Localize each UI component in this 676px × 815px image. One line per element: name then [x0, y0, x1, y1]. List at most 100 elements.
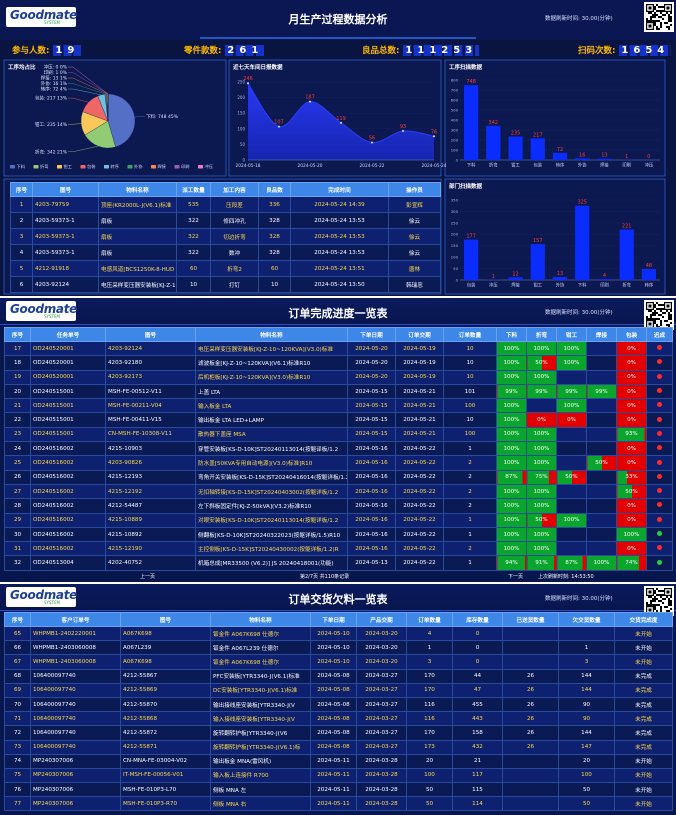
x-tick-label: 下料 [578, 282, 587, 289]
cell: 2024-05-21 [395, 398, 444, 414]
legend-label: 转序 [111, 163, 119, 170]
status-dot [657, 359, 662, 365]
qr-module [658, 304, 660, 306]
progress-cell: 100% [556, 355, 587, 371]
table-row: 26 OD240516002 4215-12193 弯角开关安装板[KS-D-15K]… [4, 469, 673, 485]
cell: 2024-05-19 [395, 355, 444, 371]
column-header: 完成时间 [290, 182, 389, 197]
progress-cell: 100% [526, 455, 557, 471]
qr-module [660, 12, 662, 14]
cell: 旋转翻转护板[YTR3340-J(V6.1)标 [210, 739, 311, 755]
qr-module [646, 20, 648, 22]
cell: 2024-03-27 [356, 711, 407, 727]
progress-cell: 74% [616, 555, 647, 571]
status-cell [646, 469, 673, 485]
header-band [0, 0, 676, 40]
table-row: 67 WHPMB1-2403060008 A067K698 钣金件 A067K698 … [4, 654, 673, 670]
qr-module [652, 318, 654, 320]
cell: 73 [4, 739, 31, 755]
status-cell [646, 369, 673, 385]
qr-module [654, 604, 656, 606]
qr-module [668, 316, 670, 318]
progress-cell: 100% [496, 541, 527, 557]
cell: 输出板金 LTA LED+LAMP [195, 412, 348, 428]
cell: 左下斜板固定件[KJ-Z-50kVA](V3.2)标准R10 [195, 498, 348, 514]
cell: 2024-03-27 [356, 696, 407, 713]
x-tick-label: 转序 [556, 162, 565, 169]
bar-label: 748 [466, 79, 476, 85]
qr-module [648, 12, 650, 14]
cell: 106400097740 [30, 725, 121, 741]
progress-cell: 100% [496, 441, 527, 457]
cell: 26 [502, 696, 559, 713]
cell: MP240307006 [30, 753, 121, 769]
qr-module [668, 26, 670, 28]
qr-module [654, 318, 656, 320]
column-header: 订单数量 [443, 327, 497, 342]
cell: 29 [4, 512, 31, 528]
point-label: 119 [336, 116, 346, 122]
label-leader [68, 145, 99, 152]
progress-cell: 0% [616, 355, 647, 371]
cell: 2024-03-27 [356, 725, 407, 741]
qr-module [666, 320, 668, 322]
bar [464, 85, 479, 160]
cell: 2024-05-22 [395, 483, 444, 500]
cell: 4 [406, 625, 453, 642]
cell: 170 [406, 725, 453, 741]
progress-cell [586, 398, 617, 414]
cell: 26 [502, 711, 559, 727]
qr-module [660, 596, 662, 598]
progress-cell: 100% [526, 369, 557, 385]
point-label: 93 [400, 124, 406, 130]
status-dot [657, 559, 662, 565]
cell: 电感风道[BCS1250K-8-HUD [98, 260, 177, 277]
bar-label: 342 [489, 120, 499, 126]
pagination-text: 下一页 [508, 574, 524, 580]
x-tick-label: 印刷 [600, 282, 609, 289]
cell: 未开始 [614, 796, 673, 812]
cell: 2024-05-08 [310, 696, 357, 713]
cell: 2024-05-10 [310, 640, 357, 656]
cell: 4212-55867 [120, 668, 211, 684]
qr-module [670, 318, 672, 320]
qr-module [660, 314, 662, 316]
status-dot [657, 373, 662, 379]
cell: 10 [443, 340, 497, 357]
bar-label: 72 [557, 147, 563, 153]
table-row: 21 OD240515001 MSH-FE-00211-V04 输入板金 LTA 202… [4, 398, 673, 414]
progress-cell [586, 369, 617, 385]
progress-cell: 0% [556, 412, 587, 428]
legend-label: 外协 [134, 163, 143, 170]
cell: 2024-03-20 [356, 654, 407, 670]
y-tick-label: 100 [451, 255, 459, 260]
x-tick-label: 下料 [467, 162, 476, 169]
cell [502, 753, 559, 769]
x-tick-label: 冲压 [645, 162, 654, 169]
cell: 旋转翻转护板[YTR3340-J(V6 [210, 725, 311, 741]
qr-module [660, 600, 662, 602]
table-row: 74 MP240307006 CN-MNA-FE-03004-V02 输出板金 MNA… [4, 753, 673, 769]
cell: 106400097740 [30, 711, 121, 727]
qr-finder [648, 304, 652, 308]
status-cell [646, 412, 673, 428]
cell: OD240516002 [30, 455, 106, 471]
refresh-interval: 数据刷新时间: 30.00(分钟) [545, 310, 613, 316]
qr-module [654, 320, 656, 322]
qr-module [654, 608, 656, 610]
table-row: 24 OD240516002 4215-10903 穿管安装板[KS-D-10K]ST… [4, 441, 673, 457]
qr-module [670, 314, 672, 316]
section-title: 订单完成进度一览表 [288, 307, 388, 320]
column-header: 折弯 [526, 327, 557, 342]
stat-label: 扫码次数: [578, 46, 616, 56]
cell: 72 [4, 725, 31, 741]
x-tick-label: 2024-05-20 [298, 163, 323, 169]
progress-cell: 99% [556, 383, 587, 400]
status-dot [657, 345, 662, 351]
cell: 2024-05-19 [395, 340, 444, 357]
progress-cell [586, 526, 617, 543]
bar [508, 277, 523, 280]
status-cell [646, 541, 673, 557]
line-area [248, 83, 434, 160]
cell: 2024-05-16 [347, 541, 396, 557]
